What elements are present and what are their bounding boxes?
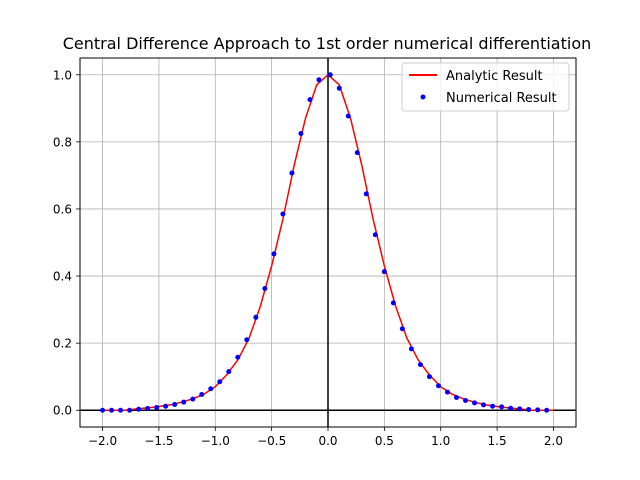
- legend: Analytic Result Numerical Result: [401, 62, 570, 112]
- y-tick-label: 0.2: [53, 337, 72, 351]
- data-point-numerical: [163, 403, 169, 409]
- data-point-numerical: [463, 397, 469, 403]
- data-point-numerical: [499, 404, 505, 410]
- x-tick-label: 1.5: [488, 434, 507, 448]
- data-point-numerical: [172, 402, 178, 408]
- x-tick-label: 0.5: [375, 434, 394, 448]
- data-point-numerical: [426, 374, 432, 380]
- data-point-numerical: [354, 150, 360, 156]
- y-tick-label: 0.0: [53, 404, 72, 418]
- data-point-numerical: [327, 72, 333, 78]
- data-point-numerical: [244, 337, 250, 343]
- data-point-numerical: [208, 386, 214, 392]
- data-point-numerical: [145, 406, 151, 412]
- x-tick-label: −0.5: [257, 434, 286, 448]
- data-point-numerical: [253, 314, 259, 320]
- x-tick-label: −1.5: [144, 434, 173, 448]
- data-point-numerical: [336, 85, 342, 91]
- data-point-numerical: [235, 354, 241, 360]
- data-point-numerical: [307, 97, 313, 103]
- data-point-numerical: [435, 383, 441, 389]
- data-point-numerical: [490, 403, 496, 409]
- data-point-numerical: [199, 391, 205, 397]
- y-tick-label: 0.4: [53, 270, 72, 284]
- data-point-numerical: [217, 379, 223, 385]
- data-point-numerical: [535, 407, 541, 413]
- data-point-numerical: [136, 406, 142, 412]
- data-point-numerical: [271, 251, 277, 257]
- y-tick-label: 0.8: [53, 135, 72, 149]
- y-tick-label: 0.6: [53, 202, 72, 216]
- data-point-numerical: [181, 399, 187, 405]
- legend-label-analytic: Analytic Result: [446, 69, 543, 84]
- data-point-numerical: [154, 405, 160, 411]
- y-tick-label: 1.0: [53, 68, 72, 82]
- series-layer: [100, 72, 554, 413]
- x-tick-label: 0.0: [318, 434, 337, 448]
- data-point-numerical: [118, 407, 124, 413]
- data-point-numerical: [109, 407, 115, 413]
- data-point-numerical: [226, 369, 232, 375]
- legend-dot-swatch: [420, 94, 426, 100]
- x-tick-label: 1.0: [431, 434, 450, 448]
- data-point-numerical: [280, 211, 286, 217]
- data-point-numerical: [289, 170, 295, 176]
- x-tick-label: 2.0: [544, 434, 563, 448]
- data-point-numerical: [100, 407, 106, 413]
- data-point-numerical: [190, 396, 196, 402]
- legend-box: [401, 62, 570, 112]
- data-point-numerical: [390, 300, 396, 306]
- data-point-numerical: [544, 407, 550, 413]
- data-point-numerical: [454, 394, 460, 400]
- data-point-numerical: [381, 269, 387, 275]
- x-tick-label: −2.0: [88, 434, 117, 448]
- data-point-numerical: [481, 402, 487, 408]
- data-point-numerical: [517, 406, 523, 412]
- data-point-numerical: [298, 130, 304, 136]
- chart-title: Central Difference Approach to 1st order…: [63, 34, 592, 53]
- zero-axis-lines: [80, 58, 576, 427]
- data-point-numerical: [444, 389, 450, 395]
- data-point-numerical: [372, 232, 378, 238]
- tick-layer: −2.0 −1.5 −1.0 −0.5 0.0 0.5 1.0 1.5 2.0 0.0 0.2 0.4…: [53, 68, 563, 448]
- legend-label-numerical: Numerical Result: [446, 91, 557, 106]
- data-point-numerical: [508, 405, 514, 411]
- data-point-numerical: [472, 400, 478, 406]
- data-point-numerical: [316, 77, 322, 83]
- data-point-numerical: [262, 285, 268, 291]
- data-point-numerical: [417, 362, 423, 368]
- data-point-numerical: [408, 346, 414, 352]
- data-point-numerical: [127, 407, 133, 413]
- data-point-numerical: [345, 113, 351, 119]
- data-point-numerical: [363, 191, 369, 197]
- data-point-numerical: [399, 326, 405, 332]
- data-point-numerical: [526, 407, 532, 413]
- x-tick-label: −1.0: [201, 434, 230, 448]
